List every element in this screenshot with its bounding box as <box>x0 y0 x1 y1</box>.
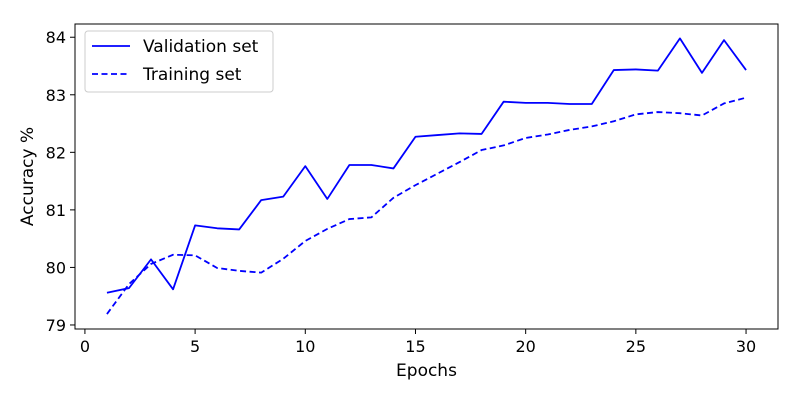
y-axis-title: Accuracy % <box>18 127 38 226</box>
series-line-training <box>106 96 747 315</box>
legend-label-validation: Validation set <box>143 37 259 57</box>
x-tick-label: 0 <box>80 337 90 356</box>
y-tick-label: 81 <box>46 201 66 220</box>
y-axis-ticks: 79 80 81 82 83 84 <box>46 28 75 335</box>
y-tick-label: 82 <box>46 143 66 162</box>
x-tick-label: 20 <box>515 337 535 356</box>
x-tick-label: 10 <box>295 337 315 356</box>
y-tick-label: 80 <box>46 258 66 277</box>
x-axis-ticks: 0 5 10 15 20 25 30 <box>80 329 756 356</box>
series-layer <box>106 37 747 315</box>
y-tick-label: 79 <box>46 316 66 335</box>
x-tick-label: 25 <box>626 337 646 356</box>
y-tick-label: 83 <box>46 86 66 105</box>
y-tick-label: 84 <box>46 28 66 47</box>
legend-label-training: Training set <box>142 65 242 85</box>
series-line-validation <box>106 37 747 294</box>
x-tick-label: 5 <box>190 337 200 356</box>
legend-box <box>84 30 274 93</box>
x-tick-label: 15 <box>405 337 425 356</box>
legend: Validation set Training set <box>84 30 274 93</box>
x-axis-title: Epochs <box>396 361 457 381</box>
x-tick-label: 30 <box>736 337 756 356</box>
